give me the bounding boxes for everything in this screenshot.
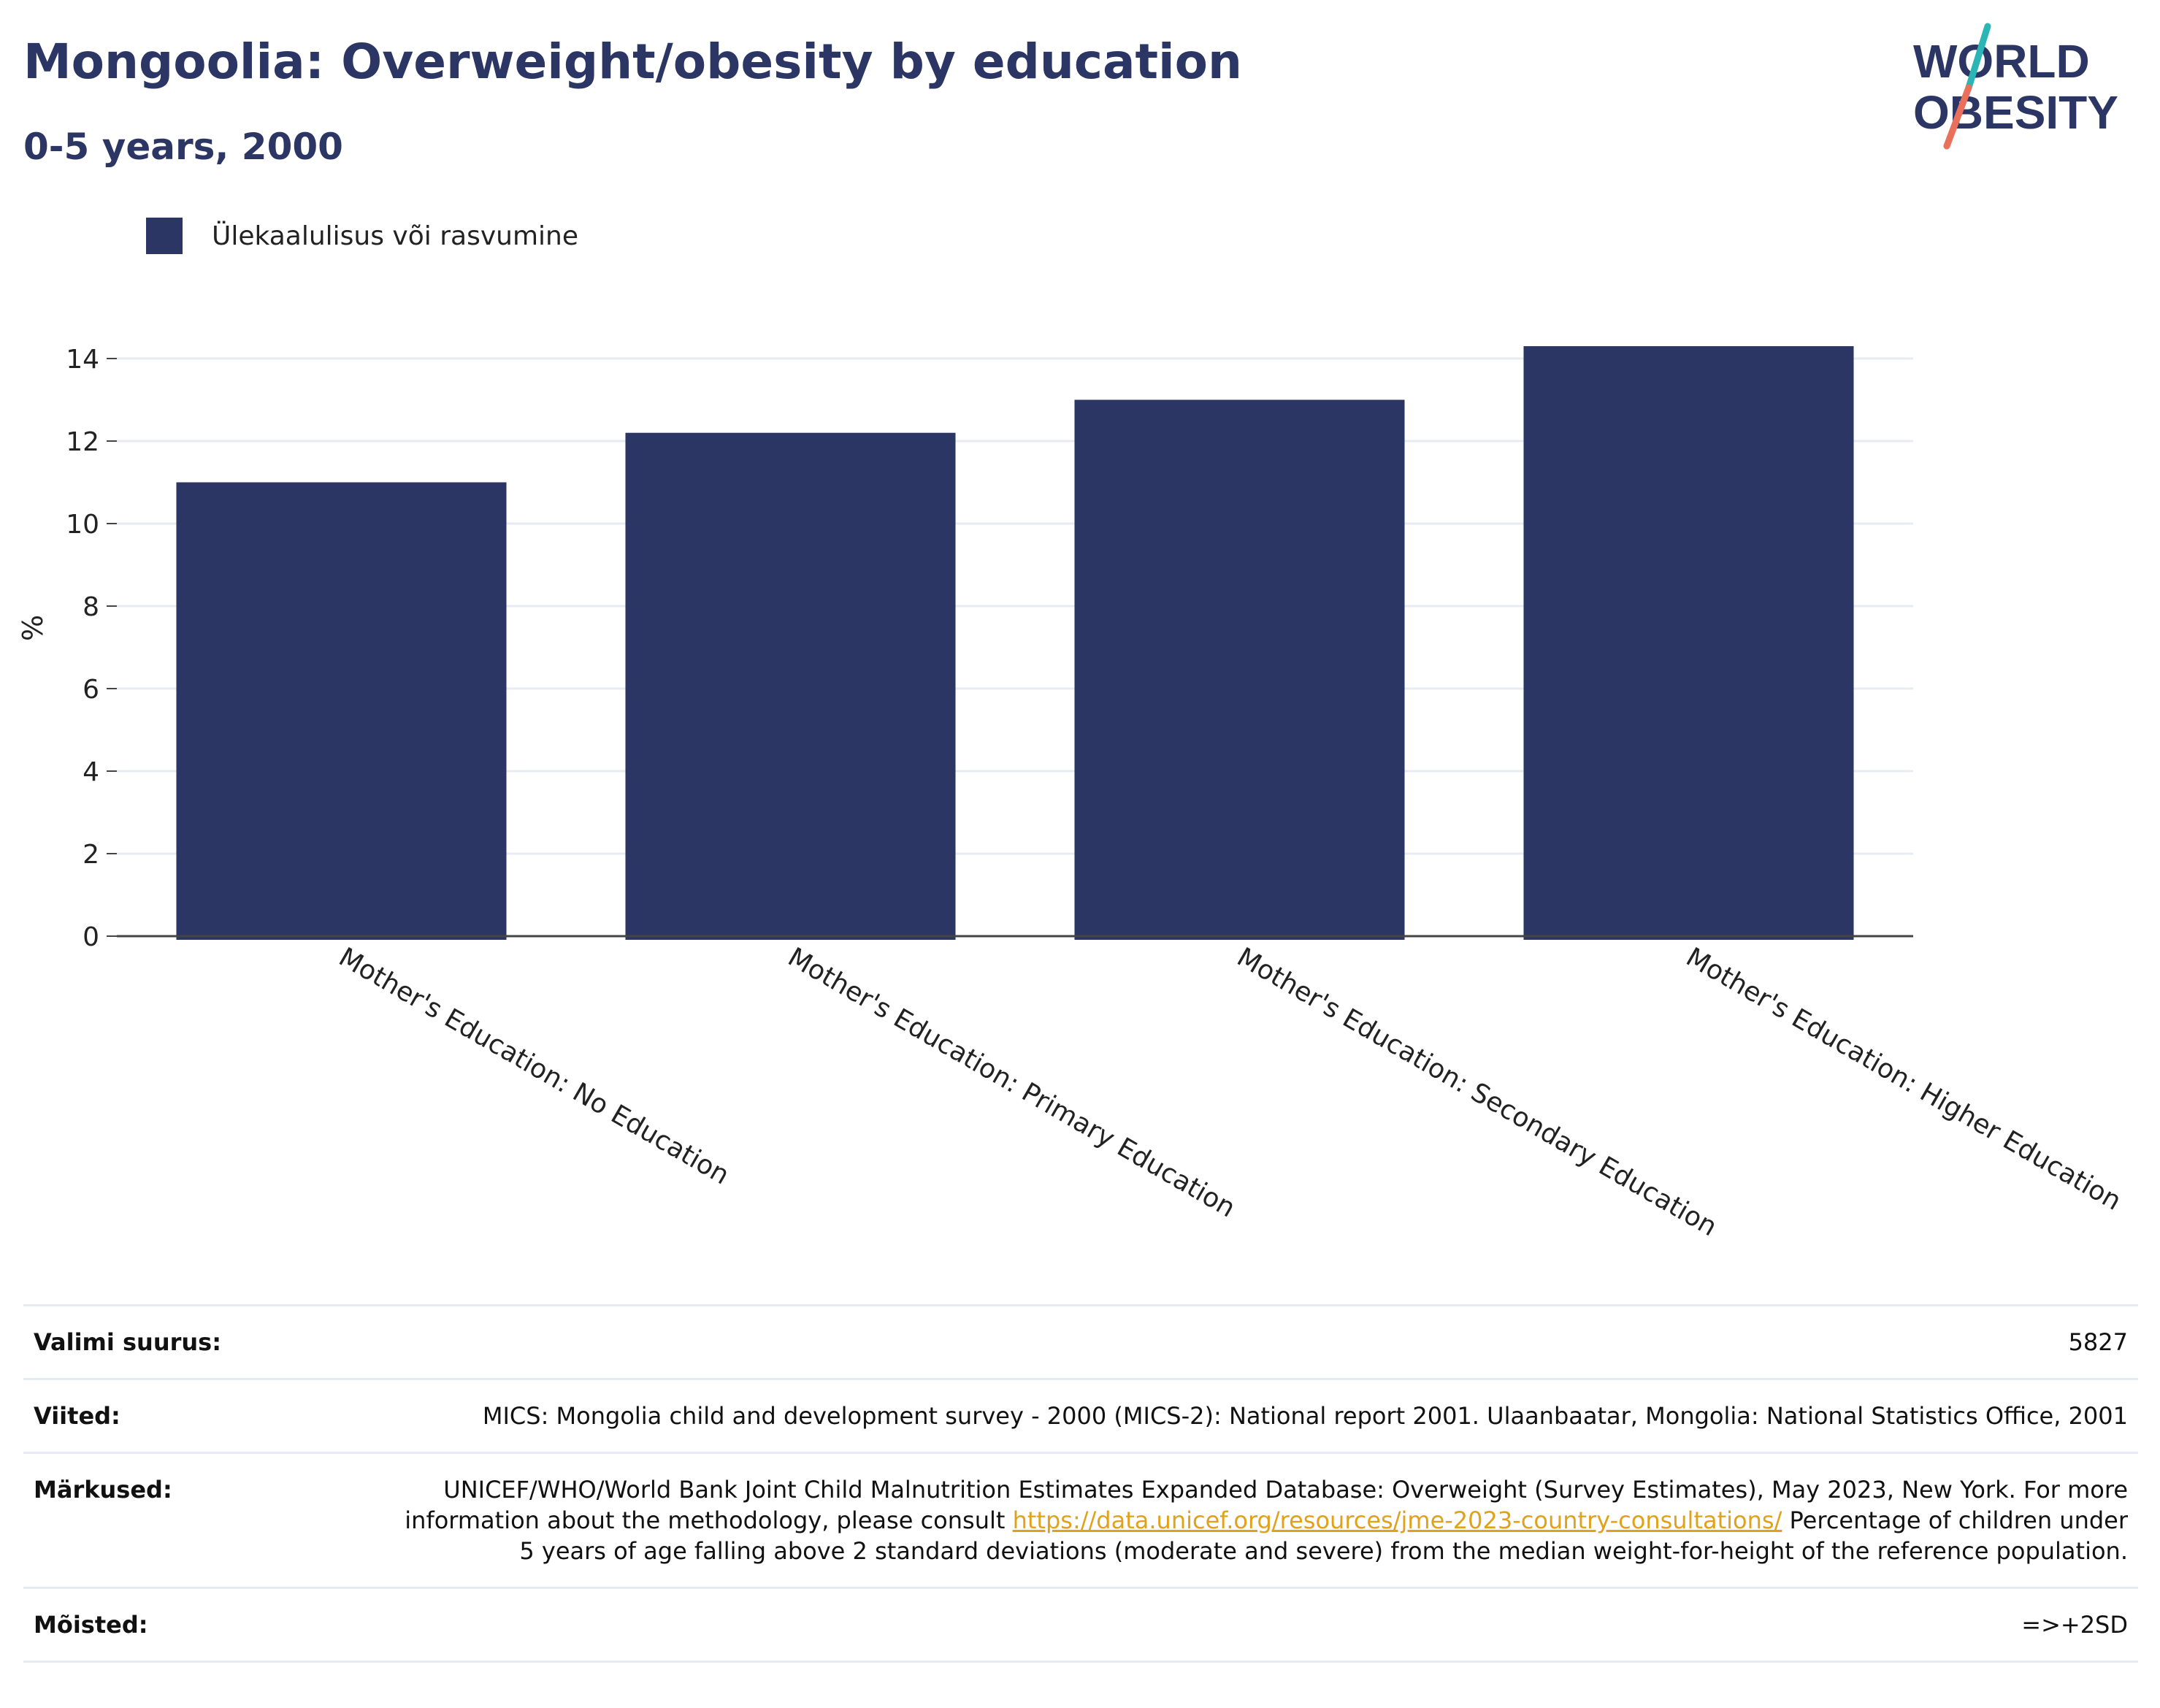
bar[interactable] <box>1523 346 1854 940</box>
chart-title: Mongoolia: Overweight/obesity by educati… <box>23 34 1242 90</box>
sample-size-value: 5827 <box>399 1304 2138 1379</box>
y-tick-label: 2 <box>83 840 99 870</box>
info-row-definitions: Mõisted: =>+2SD <box>23 1587 2138 1663</box>
notes-text-2: Percentage of children under 5 years of … <box>519 1506 2128 1565</box>
y-axis-label: % <box>17 615 49 641</box>
y-tick-label: 14 <box>66 345 99 375</box>
legend-swatch <box>146 218 183 254</box>
x-tick-label: Mother's Education: Secondary Education <box>1232 942 1722 1242</box>
y-tick-label: 4 <box>83 757 99 787</box>
legend-label: Ülekaalulisus või rasvumine <box>212 221 578 251</box>
chart-subtitle: 0-5 years, 2000 <box>23 126 343 168</box>
info-row-sample-size: Valimi suurus: 5827 <box>23 1304 2138 1379</box>
info-row-notes: Märkused: UNICEF/WHO/World Bank Joint Ch… <box>23 1452 2138 1588</box>
references-label: Viited: <box>23 1378 399 1453</box>
x-tick-label: Mother's Education: Primary Education <box>783 942 1240 1223</box>
definitions-value: =>+2SD <box>399 1587 2138 1663</box>
info-row-references: Viited: MICS: Mongolia child and develop… <box>23 1378 2138 1453</box>
y-tick-label: 12 <box>66 427 99 457</box>
sample-size-label: Valimi suurus: <box>23 1304 399 1379</box>
y-tick-label: 6 <box>83 675 99 705</box>
logo-line2: OBESITY <box>1913 86 2118 139</box>
bar[interactable] <box>625 432 956 940</box>
y-tick-label: 8 <box>83 592 99 622</box>
legend: Ülekaalulisus või rasvumine <box>146 216 578 256</box>
x-tick-label: Mother's Education: No Education <box>334 942 734 1190</box>
world-obesity-logo: WORLD OBESITY <box>1913 23 2118 150</box>
logo-stroke-teal <box>1965 23 1991 91</box>
y-tick-label: 0 <box>83 922 99 952</box>
info-table: Valimi suurus: 5827 Viited: MICS: Mongol… <box>23 1304 2138 1663</box>
logo-line1: WORLD <box>1913 35 2090 88</box>
notes-link[interactable]: https://data.unicef.org/resources/jme-20… <box>1012 1506 1782 1534</box>
bar[interactable] <box>1074 399 1405 941</box>
bar-chart: 0 2 4 6 8 10 12 14 Mother's Education: No Educat… <box>17 345 2126 1242</box>
references-value: MICS: Mongolia child and development sur… <box>399 1378 2138 1453</box>
notes-value: UNICEF/WHO/World Bank Joint Child Malnut… <box>399 1452 2138 1588</box>
bars <box>176 346 1854 941</box>
y-tick-label: 10 <box>66 510 99 540</box>
notes-text-1: UNICEF/WHO/World Bank Joint Child Malnut… <box>405 1476 2128 1534</box>
logo-stroke-coral <box>1943 84 1972 150</box>
notes-label: Märkused: <box>23 1452 399 1588</box>
definitions-label: Mõisted: <box>23 1587 399 1663</box>
bar[interactable] <box>176 482 507 941</box>
x-tick-label: Mother's Education: Higher Education <box>1681 942 2126 1217</box>
